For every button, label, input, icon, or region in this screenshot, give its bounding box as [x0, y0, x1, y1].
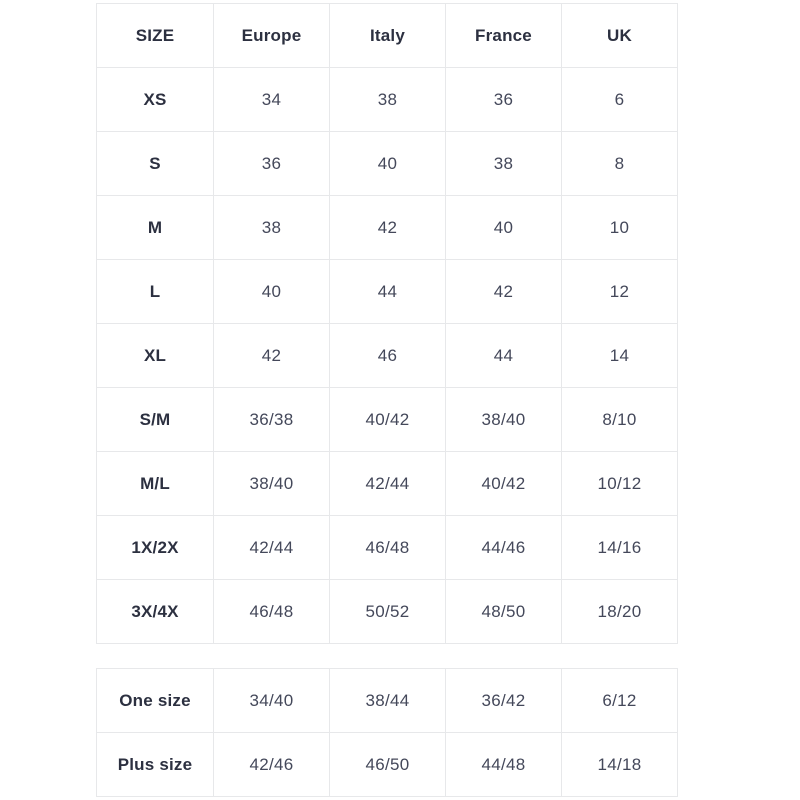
cell-one-size-europe: 34/40 [213, 668, 330, 733]
table-row: L 40 44 42 12 [96, 259, 678, 324]
cell-plus-size-uk: 14/18 [561, 732, 678, 797]
cell-one-size-italy: 38/44 [329, 668, 446, 733]
cell-one-size-uk: 6/12 [561, 668, 678, 733]
row-label-sm: S/M [96, 387, 214, 452]
row-label-ml: M/L [96, 451, 214, 516]
cell-s-italy: 40 [329, 131, 446, 196]
row-label-m: M [96, 195, 214, 260]
row-label-xs: XS [96, 67, 214, 132]
cell-xl-france: 44 [445, 323, 562, 388]
cell-xs-europe: 34 [213, 67, 330, 132]
cell-3x4x-uk: 18/20 [561, 579, 678, 644]
cell-xl-italy: 46 [329, 323, 446, 388]
cell-1x2x-europe: 42/44 [213, 515, 330, 580]
table-row: S/M 36/38 40/42 38/40 8/10 [96, 387, 678, 452]
row-label-l: L [96, 259, 214, 324]
cell-l-france: 42 [445, 259, 562, 324]
cell-3x4x-europe: 46/48 [213, 579, 330, 644]
size-chart-header: SIZE Europe Italy France UK [96, 3, 678, 68]
cell-s-europe: 36 [213, 131, 330, 196]
row-label-3x4x: 3X/4X [96, 579, 214, 644]
table-row: 1X/2X 42/44 46/48 44/46 14/16 [96, 515, 678, 580]
table-row: XL 42 46 44 14 [96, 323, 678, 388]
cell-l-europe: 40 [213, 259, 330, 324]
cell-sm-france: 38/40 [445, 387, 562, 452]
column-header-france: France [445, 3, 562, 68]
table-row: M/L 38/40 42/44 40/42 10/12 [96, 451, 678, 516]
cell-ml-france: 40/42 [445, 451, 562, 516]
cell-sm-europe: 36/38 [213, 387, 330, 452]
row-label-plus-size: Plus size [96, 732, 214, 797]
table-header-row: SIZE Europe Italy France UK [96, 3, 678, 68]
cell-xs-uk: 6 [561, 67, 678, 132]
table-row: M 38 42 40 10 [96, 195, 678, 260]
table-row: Plus size 42/46 46/50 44/48 14/18 [96, 732, 678, 797]
row-label-one-size: One size [96, 668, 214, 733]
cell-l-uk: 12 [561, 259, 678, 324]
cell-m-france: 40 [445, 195, 562, 260]
cell-ml-europe: 38/40 [213, 451, 330, 516]
cell-ml-italy: 42/44 [329, 451, 446, 516]
cell-m-uk: 10 [561, 195, 678, 260]
column-header-uk: UK [561, 3, 678, 68]
column-header-size: SIZE [96, 3, 214, 68]
cell-m-europe: 38 [213, 195, 330, 260]
table-row: S 36 40 38 8 [96, 131, 678, 196]
row-label-s: S [96, 131, 214, 196]
row-label-1x2x: 1X/2X [96, 515, 214, 580]
table-row: XS 34 38 36 6 [96, 67, 678, 132]
cell-l-italy: 44 [329, 259, 446, 324]
cell-sm-uk: 8/10 [561, 387, 678, 452]
size-chart-body: XS 34 38 36 6 S 36 40 38 8 M 38 42 40 10 [96, 67, 678, 644]
cell-plus-size-france: 44/48 [445, 732, 562, 797]
cell-xs-italy: 38 [329, 67, 446, 132]
cell-plus-size-italy: 46/50 [329, 732, 446, 797]
cell-1x2x-france: 44/46 [445, 515, 562, 580]
cell-3x4x-france: 48/50 [445, 579, 562, 644]
cell-sm-italy: 40/42 [329, 387, 446, 452]
cell-3x4x-italy: 50/52 [329, 579, 446, 644]
table-row: 3X/4X 46/48 50/52 48/50 18/20 [96, 579, 678, 644]
column-header-europe: Europe [213, 3, 330, 68]
one-size-chart-body: One size 34/40 38/44 36/42 6/12 Plus siz… [96, 668, 678, 797]
cell-1x2x-uk: 14/16 [561, 515, 678, 580]
cell-one-size-france: 36/42 [445, 668, 562, 733]
cell-xl-uk: 14 [561, 323, 678, 388]
cell-xs-france: 36 [445, 67, 562, 132]
cell-s-france: 38 [445, 131, 562, 196]
cell-xl-europe: 42 [213, 323, 330, 388]
table-row: One size 34/40 38/44 36/42 6/12 [96, 668, 678, 733]
row-label-xl: XL [96, 323, 214, 388]
cell-ml-uk: 10/12 [561, 451, 678, 516]
size-chart-table: SIZE Europe Italy France UK XS 34 38 36 … [96, 3, 678, 644]
cell-1x2x-italy: 46/48 [329, 515, 446, 580]
cell-s-uk: 8 [561, 131, 678, 196]
cell-plus-size-europe: 42/46 [213, 732, 330, 797]
column-header-italy: Italy [329, 3, 446, 68]
one-size-chart-table: One size 34/40 38/44 36/42 6/12 Plus siz… [96, 668, 678, 797]
cell-m-italy: 42 [329, 195, 446, 260]
